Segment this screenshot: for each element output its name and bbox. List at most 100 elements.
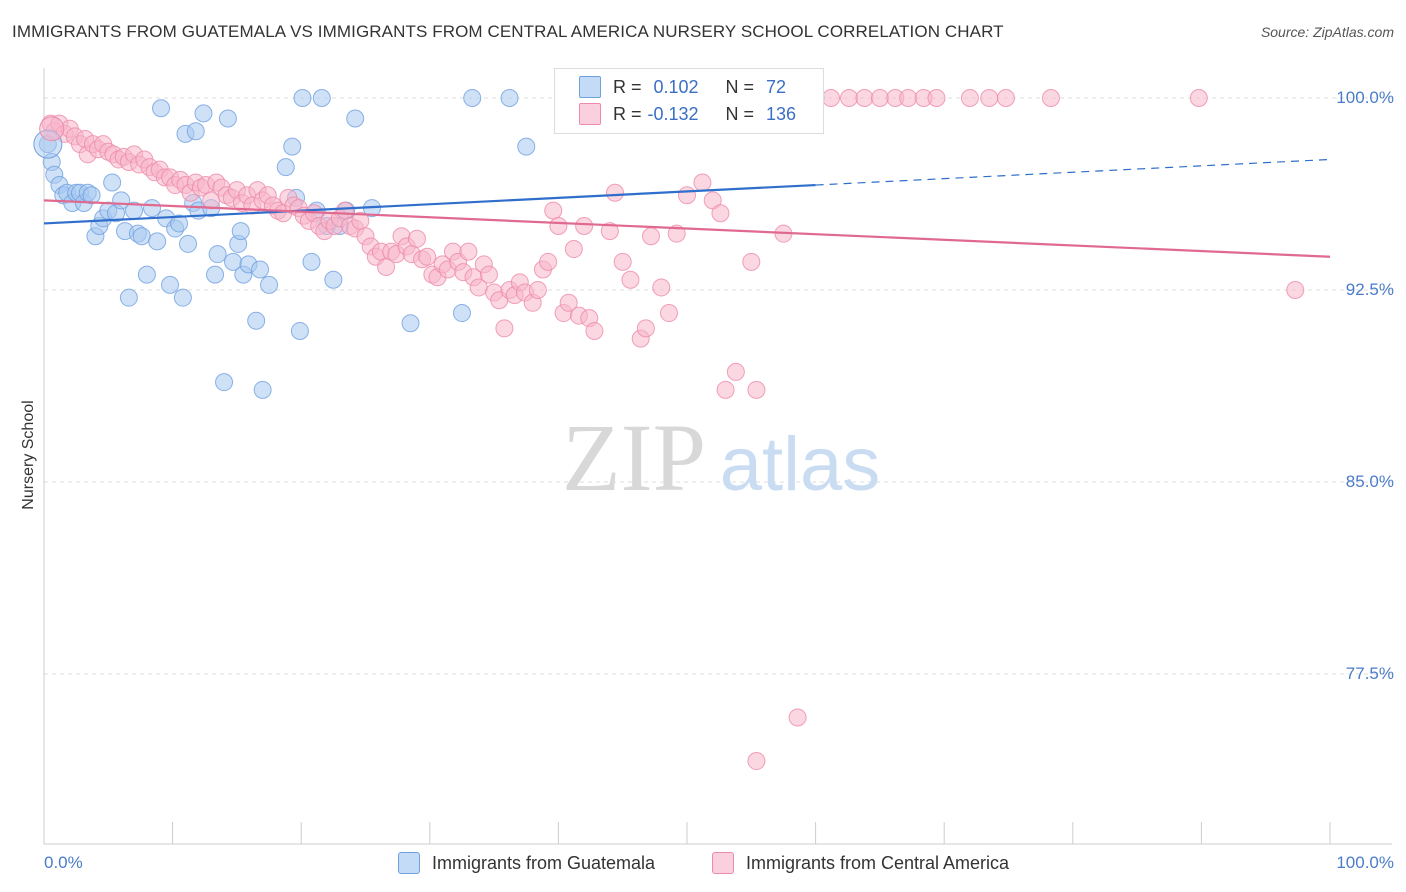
point-guatemala [247, 311, 266, 330]
point-guatemala [132, 227, 151, 246]
point-guatemala [346, 109, 365, 128]
x-tick-label-max: 100.0% [1336, 853, 1394, 872]
point-guatemala [218, 109, 237, 128]
source-credit: Source: ZipAtlas.com [1260, 24, 1394, 40]
point-central-america [747, 752, 766, 771]
x-tick-label-min: 0.0% [44, 853, 83, 872]
watermark-atlas: atlas [720, 422, 881, 507]
point-guatemala [253, 380, 272, 399]
point-guatemala [517, 137, 536, 156]
bottom-legend-swatch-blue [398, 852, 420, 874]
point-central-america [960, 89, 979, 107]
point-central-america [1041, 89, 1060, 107]
point-central-america [788, 708, 807, 727]
point-central-america [621, 270, 640, 289]
point-central-america [418, 247, 437, 266]
point-guatemala [500, 89, 519, 107]
point-central-america [1189, 89, 1208, 107]
legend-n-value: 136 [766, 103, 797, 124]
point-central-america [549, 217, 568, 235]
point-guatemala [401, 314, 420, 333]
point-central-america [459, 242, 478, 261]
point-guatemala [119, 288, 138, 307]
point-central-america [564, 240, 583, 259]
point-central-america [899, 89, 918, 107]
point-central-america [840, 89, 859, 107]
point-guatemala [206, 265, 225, 284]
trend-line-central-america [43, 199, 1331, 258]
point-guatemala [283, 137, 302, 156]
legend-r-label: R = [613, 103, 642, 124]
point-central-america [855, 89, 874, 107]
point-guatemala [260, 275, 279, 294]
point-central-america [693, 173, 712, 192]
point-central-america [539, 252, 558, 271]
y-tick-label: 92.5% [1345, 280, 1394, 299]
point-central-america [652, 278, 671, 297]
point-central-america [585, 321, 604, 340]
point-central-america [716, 380, 735, 399]
point-central-america [726, 362, 745, 381]
point-guatemala [251, 260, 270, 279]
point-guatemala [302, 252, 321, 271]
point-central-america [747, 380, 766, 399]
point-central-america [927, 89, 946, 107]
watermark-zip: ZIP [562, 404, 706, 511]
point-guatemala [179, 234, 198, 253]
point-central-america [667, 224, 686, 243]
point-guatemala [137, 265, 156, 284]
point-guatemala [186, 122, 205, 141]
point-guatemala [208, 245, 227, 264]
point-central-america [996, 89, 1015, 107]
chart-title: IMMIGRANTS FROM GUATEMALA VS IMMIGRANTS … [12, 22, 1004, 41]
point-central-america [528, 281, 547, 299]
point-guatemala [148, 232, 167, 251]
zipatlas-watermark: ZIP atlas [562, 404, 880, 511]
point-guatemala [452, 304, 471, 323]
point-guatemala [290, 321, 309, 340]
point-guatemala [161, 275, 180, 294]
point-guatemala [82, 186, 101, 205]
legend-n-label: N = [725, 76, 755, 97]
point-guatemala [215, 373, 234, 392]
y-tick-label: 77.5% [1345, 664, 1394, 683]
correlation-legend: R = 0.102 N = 72 R = -0.132 N = 136 [554, 68, 824, 134]
point-central-america [575, 217, 594, 235]
legend-row-central-america: R = -0.132 N = 136 [579, 102, 796, 126]
point-central-america [822, 89, 841, 107]
point-guatemala [293, 89, 312, 107]
point-central-america [39, 116, 65, 142]
y-tick-label: 85.0% [1345, 472, 1394, 491]
point-guatemala [312, 89, 331, 107]
legend-swatch-blue [579, 76, 601, 98]
bottom-legend-central-america: Immigrants from Central America [712, 852, 1009, 874]
point-guatemala [276, 158, 295, 177]
trend-line-guatemala-extension [815, 158, 1331, 186]
point-central-america [600, 222, 619, 241]
point-central-america [870, 89, 889, 107]
point-guatemala [170, 214, 189, 233]
point-central-america [544, 201, 563, 220]
legend-r-label: R = [613, 76, 642, 97]
legend-row-guatemala: R = 0.102 N = 72 [579, 75, 786, 99]
point-central-america [641, 227, 660, 246]
legend-n-label: N = [725, 103, 755, 124]
bottom-legend-guatemala: Immigrants from Guatemala [398, 852, 655, 874]
legend-n-value: 72 [766, 76, 787, 97]
trend-line-guatemala [43, 183, 816, 225]
point-central-america [980, 89, 999, 107]
point-guatemala [103, 173, 122, 192]
point-central-america [742, 252, 761, 271]
point-guatemala [173, 288, 192, 307]
bottom-legend-label: Immigrants from Central America [746, 852, 1010, 873]
point-central-america [711, 204, 730, 223]
bottom-legend-label: Immigrants from Guatemala [432, 852, 656, 873]
point-guatemala [231, 222, 250, 241]
legend-r-value: 0.102 [653, 76, 699, 97]
legend-r-value: -0.132 [647, 103, 699, 124]
axes [43, 68, 1392, 845]
point-guatemala [324, 270, 343, 289]
point-guatemala [143, 199, 162, 218]
point-guatemala [152, 99, 171, 118]
